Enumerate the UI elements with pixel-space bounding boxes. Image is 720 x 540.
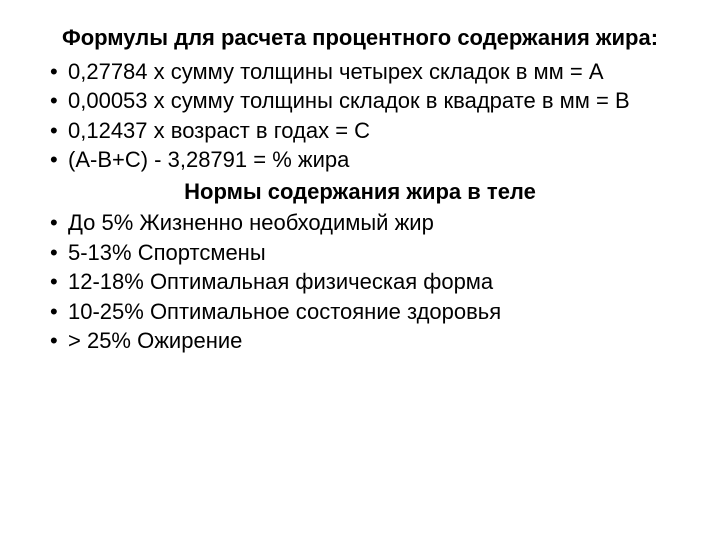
list-item: 0,27784 х сумму толщины четырех складок … [50, 58, 690, 86]
list-item: 0,12437 х возраст в годах = С [50, 117, 690, 145]
list-item: > 25% Ожирение [50, 327, 690, 355]
list-item: (А-В+С) - 3,28791 = % жира [50, 146, 690, 174]
list-item: 5-13% Спортсмены [50, 239, 690, 267]
list-item: До 5% Жизненно необходимый жир [50, 209, 690, 237]
list-item: 12-18% Оптимальная физическая форма [50, 268, 690, 296]
heading-norms: Нормы содержания жира в теле [30, 178, 690, 206]
heading-formulas: Формулы для расчета процентного содержан… [30, 24, 690, 52]
norms-list: До 5% Жизненно необходимый жир 5-13% Спо… [30, 209, 690, 355]
slide: Формулы для расчета процентного содержан… [0, 0, 720, 540]
formulas-list: 0,27784 х сумму толщины четырех складок … [30, 58, 690, 174]
list-item: 10-25% Оптимальное состояние здоровья [50, 298, 690, 326]
list-item: 0,00053 х сумму толщины складок в квадра… [50, 87, 690, 115]
